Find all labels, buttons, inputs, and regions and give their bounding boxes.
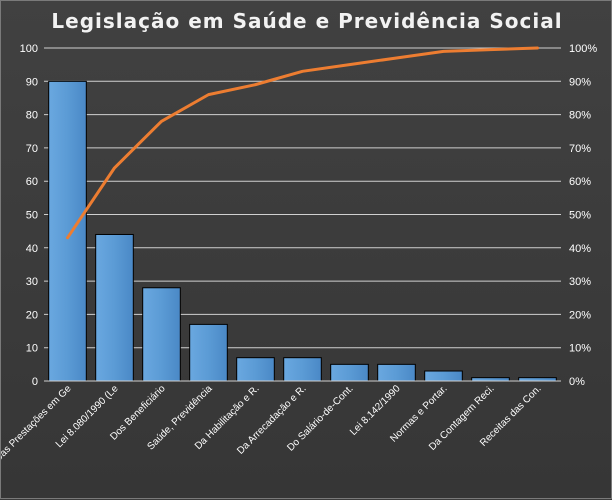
y-tick-label: 80 (26, 110, 38, 122)
y2-tick-label: 0% (569, 376, 585, 388)
bar (424, 370, 463, 382)
y-tick-label: 50 (26, 210, 38, 222)
cumulative-line (66, 46, 539, 240)
y2-tick-label: 10% (569, 343, 591, 355)
y2-tick-label: 80% (569, 110, 591, 122)
bar (95, 233, 134, 382)
y2-tick-label: 70% (569, 143, 591, 155)
y-tick-label: 40 (26, 243, 38, 255)
y2-tick-label: 20% (569, 309, 591, 321)
x-tick-label: Das Prestações em Ge (1, 383, 74, 464)
y2-tick-label: 60% (569, 176, 591, 188)
y2-tick-label: 40% (569, 243, 591, 255)
y2-tick-label: 30% (569, 276, 591, 288)
y-tick-label: 100 (20, 43, 38, 55)
bar (377, 363, 416, 382)
y2-tick-label: 50% (569, 210, 591, 222)
y-tick-label: 70 (26, 143, 38, 155)
y-tick-label: 20 (26, 309, 38, 321)
bar (142, 287, 181, 382)
y-tick-label: 30 (26, 276, 38, 288)
y-tick-label: 90 (26, 76, 38, 88)
bar (236, 357, 275, 382)
bar (48, 80, 87, 382)
y2-tick-label: 100% (569, 43, 597, 55)
y-tick-label: 0 (32, 376, 38, 388)
y-tick-label: 60 (26, 176, 38, 188)
y-tick-label: 10 (26, 343, 38, 355)
y2-tick-label: 90% (569, 76, 591, 88)
bar (189, 323, 228, 382)
bar (283, 357, 322, 382)
bar (330, 363, 369, 382)
chart-title: Legislação em Saúde e Previdência Social (51, 9, 563, 33)
